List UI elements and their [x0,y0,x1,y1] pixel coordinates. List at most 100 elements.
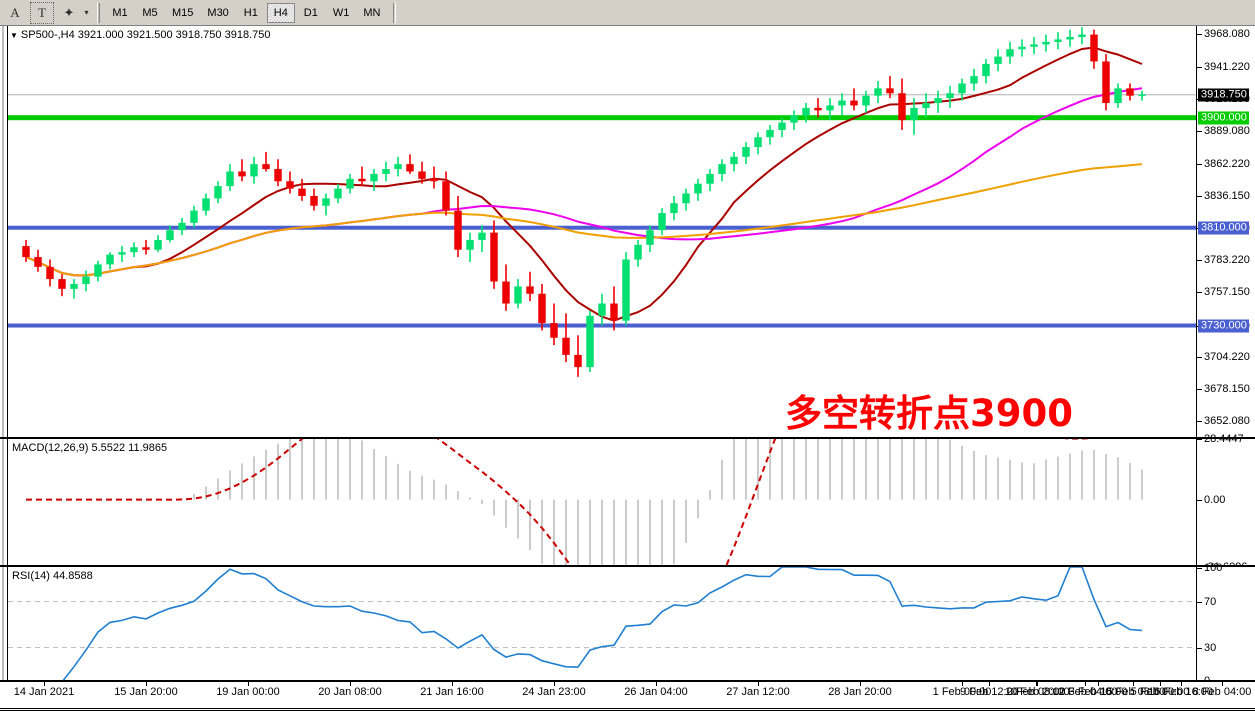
candlestick [886,76,894,99]
candlestick [514,279,522,309]
candlestick [334,183,342,204]
candlestick [946,85,954,108]
candlestick [1006,41,1014,64]
chevron-down-icon[interactable]: ▾ [84,8,89,17]
text-label-icon[interactable]: A [10,4,20,20]
level-price-tag-2[interactable]: 3730.000 [1198,319,1249,333]
price-tick-mark [1197,357,1202,359]
candlestick [598,293,606,326]
time-axis-rule [0,708,1255,711]
candlestick [730,151,738,172]
level-price-tag-1[interactable]: 3810.000 [1198,221,1249,235]
price-tick-label: 3862.220 [1204,157,1250,170]
candlestick [874,81,882,104]
candlestick [310,188,318,211]
timeframe-mn[interactable]: MN [363,6,381,19]
time-axis-tick [248,682,249,686]
timeframe-w1[interactable]: W1 [332,6,350,19]
candlestick [610,286,618,331]
time-axis-tick [758,682,759,686]
text-box-icon[interactable]: T [30,1,54,24]
candlestick [430,166,438,189]
candlestick [298,178,306,201]
candlestick [658,208,666,236]
candlestick [622,252,630,326]
candlestick [262,151,270,172]
time-axis-label: 2 Feb 08:00 [1006,686,1066,698]
candlestick [214,181,222,204]
macd-tick-label: 28.4447 [1204,433,1244,445]
candlestick [394,156,402,177]
rsi-tick-label: 30 [1204,641,1217,654]
candlestick [634,239,642,267]
candlestick [490,220,498,289]
candlestick [226,164,234,192]
candlestick [454,195,462,258]
macd-panel[interactable]: MACD(12,26,9) 5.5522 11.9865 28.4447 0.00… [0,433,1255,573]
macd-plot[interactable] [8,439,1196,565]
time-axis-tick [1132,682,1134,686]
candlestick [250,156,258,184]
price-tick-label: 3783.220 [1204,254,1250,267]
macd-tick-mark [1197,439,1202,440]
rsi-label: RSI(14) 44.8588 [12,570,93,582]
price-tick-mark [1197,292,1202,294]
candlestick [70,279,78,299]
timeframe-d1[interactable]: D1 [303,6,318,19]
rsi-tick-label: 70 [1204,595,1217,608]
rsi-axis: 10070300 [1196,562,1255,687]
candlestick [322,193,330,216]
candlestick [706,169,714,192]
chart-area[interactable]: ▼ SP500-,H4 3921.000 3921.500 3918.750 39… [0,26,1255,713]
time-axis-label: 12 Feb 04:00 [1052,686,1118,698]
timeframe-m30[interactable]: M30 [207,6,229,19]
price-tick-mark [1197,260,1202,262]
candlestick [766,125,774,145]
time-axis-tick [1222,682,1223,686]
candlestick [502,264,510,311]
time-axis-label: 26 Jan 04:00 [624,686,688,698]
time-axis-label: 21 Jan 16:00 [420,686,484,698]
price-axis[interactable]: 3968.0803941.2203915.1503889.0803862.220… [1196,26,1255,437]
time-axis-tick [452,682,453,686]
rsi-panel[interactable]: RSI(14) 44.8588 10070300 [0,562,1255,687]
candlestick [274,159,282,187]
rsi-plot[interactable] [8,567,1196,680]
level-price-tag-0[interactable]: 3900.000 [1198,111,1249,125]
timeframe-m15[interactable]: M15 [172,6,194,19]
time-axis-tick [1180,682,1182,686]
candlestick [418,161,426,184]
candlestick [106,252,114,270]
objects-icon[interactable]: ✦ [63,4,75,20]
candlestick [910,98,918,135]
candlestick [550,303,558,346]
time-axis-label: 19 Jan 00:00 [216,686,280,698]
time-axis-tick [1036,682,1037,686]
timeframe-m5[interactable]: M5 [142,6,158,19]
candlestick [1018,39,1026,57]
time-axis-label: 15 Jan 20:00 [114,686,178,698]
candlestick [538,283,546,331]
candlestick [814,98,822,118]
price-plot[interactable] [8,26,1196,437]
candlestick [742,142,750,165]
candlestick [646,225,654,253]
timeframe-h1[interactable]: H1 [243,6,258,19]
timeframe-h4[interactable]: H4 [266,2,295,23]
toolbar-separator-end [393,2,397,23]
collapse-caret-icon[interactable]: ▼ [10,31,18,40]
rsi-tick-mark [1197,647,1202,649]
time-axis[interactable]: 14 Jan 2021 15 Jan 20:00 19 Jan 00:00 20 Ja… [0,681,1255,713]
price-panel[interactable]: ▼ SP500-,H4 3921.000 3921.500 3918.750 39… [0,26,1255,438]
toolbar-separator [97,2,100,23]
candlestick [790,110,798,130]
timeframe-m1[interactable]: M1 [112,6,128,19]
rsi-tick-label: 100 [1204,562,1223,574]
price-svg [8,27,1196,377]
current-price-tag[interactable]: 3918.750 [1198,88,1249,102]
time-axis-label: 10 Feb 20:00 [1004,686,1070,698]
candlestick [862,90,870,113]
candlestick [754,132,762,155]
